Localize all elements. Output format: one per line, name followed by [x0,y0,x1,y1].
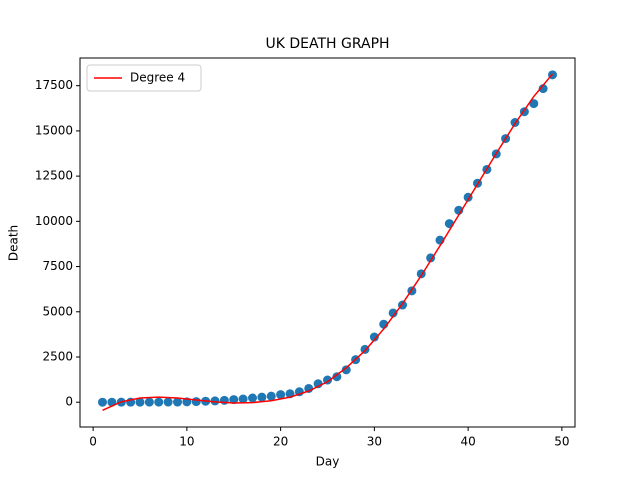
x-tick-label: 20 [273,435,288,449]
data-point [444,219,454,229]
data-point [191,397,201,407]
data-point [538,84,548,94]
y-tick-label: 17500 [35,78,73,92]
y-tick-label: 7500 [42,259,73,273]
y-tick-label: 2500 [42,349,73,363]
data-point [248,393,257,403]
y-tick-label: 12500 [35,169,73,183]
data-point [135,397,145,407]
data-point [144,397,154,407]
data-point [529,99,539,109]
data-point [219,395,229,405]
data-point [388,308,398,318]
data-point [426,253,436,263]
x-tick-label: 50 [554,435,569,449]
data-point [163,397,173,407]
y-tick-label: 0 [65,395,73,409]
data-point [257,392,267,402]
data-point [154,397,164,407]
y-tick-label: 15000 [35,123,73,137]
data-point [341,365,351,375]
y-tick-label: 5000 [42,304,73,318]
y-axis-label: Death [7,225,21,261]
data-point [98,397,107,407]
data-point [304,383,314,393]
data-point [210,396,220,406]
fit-line [102,73,554,412]
data-point [173,397,182,407]
plot-frame [79,57,576,428]
x-tick-label: 40 [460,435,475,449]
data-point [332,372,342,382]
x-tick-label: 10 [179,435,194,449]
data-point [369,332,379,342]
data-point [276,390,286,400]
data-point [238,394,248,404]
x-tick-label: 30 [367,435,382,449]
data-point [266,391,276,401]
data-point [229,395,239,405]
chart-title: UK DEATH GRAPH [265,36,389,52]
legend-label: Degree 4 [130,71,185,85]
x-axis-label: Day [316,455,340,469]
x-tick-label: 0 [89,435,97,449]
y-tick-label: 10000 [35,214,73,228]
legend-box [86,64,202,92]
